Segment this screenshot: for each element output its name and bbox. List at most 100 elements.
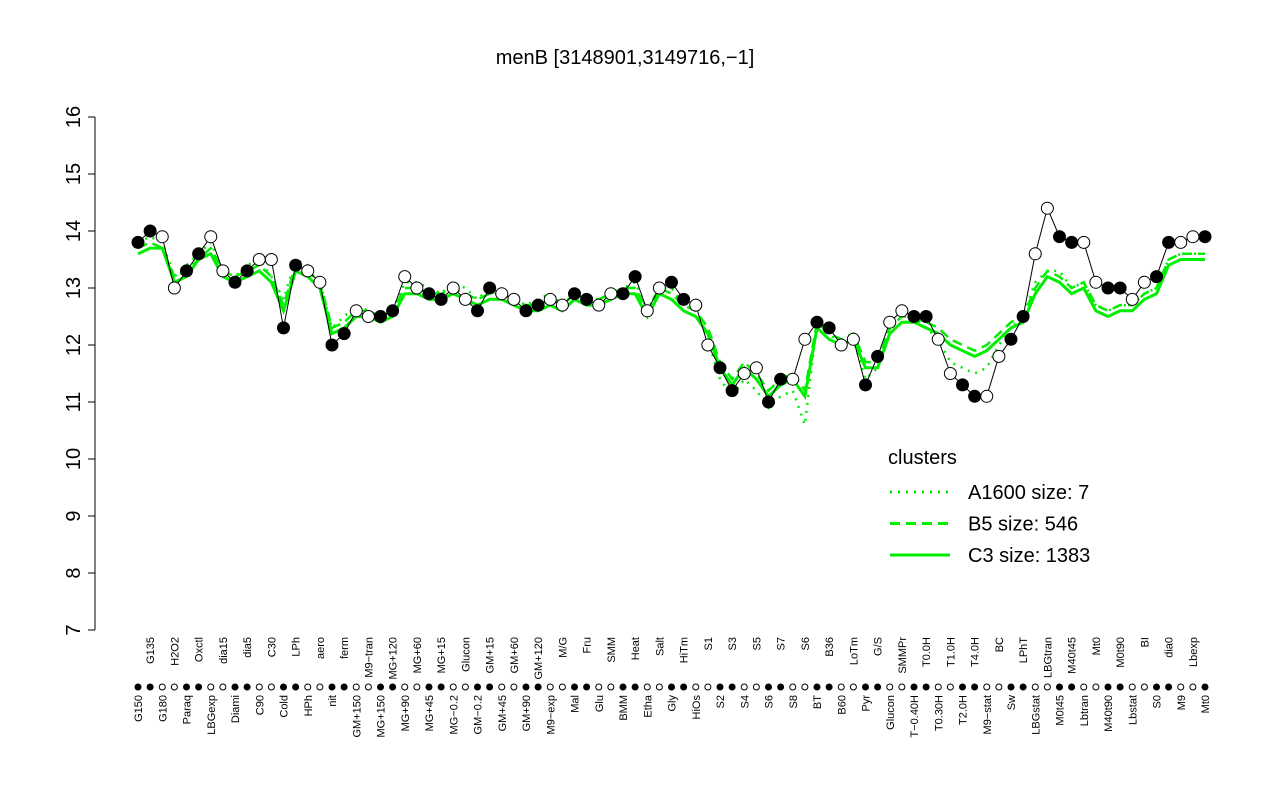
sample-point [907, 310, 921, 323]
rug-mark [668, 683, 675, 691]
x-tick-label: Mt0 [1091, 637, 1103, 655]
x-tick-label: T1.0H [945, 637, 957, 667]
rug-mark [328, 683, 336, 691]
rug-mark [849, 683, 857, 691]
rug-mark [231, 683, 239, 691]
sample-point [434, 292, 448, 306]
x-tick-label: B36 [824, 637, 836, 657]
rug-mark [922, 683, 930, 691]
x-tick-label: S2 [715, 695, 727, 708]
x-tick-label: Cold [279, 695, 291, 718]
rug-mark [510, 683, 518, 691]
sample-point [1016, 310, 1030, 323]
sample-point [1125, 292, 1139, 306]
rug-mark [389, 683, 397, 691]
rug-mark [643, 683, 651, 691]
x-tick-label: M9−stat [982, 695, 994, 734]
sample-point [725, 384, 739, 398]
rug-mark [571, 683, 578, 691]
y-tick-label: 9 [63, 510, 85, 521]
rug-mark [1189, 683, 1197, 691]
sample-point [834, 338, 848, 352]
sample-point [871, 349, 885, 363]
y-tick-label: 16 [63, 106, 85, 128]
y-tick-label: 12 [63, 334, 85, 356]
x-tick-label: S0 [1152, 695, 1164, 708]
x-tick-label: S5 [751, 637, 763, 650]
x-tick-label: M9 [1176, 695, 1188, 710]
rug-mark [583, 683, 591, 691]
rug-mark [170, 683, 178, 691]
x-tick-label: GM+120 [533, 637, 545, 680]
x-tick-label: M/G [557, 637, 569, 658]
sample-point [1053, 230, 1066, 244]
y-tick-label: 15 [63, 163, 85, 185]
x-tick-label: HiTm [679, 637, 691, 663]
legend-label: B5 size: 546 [968, 514, 1078, 536]
sample-point [301, 264, 315, 278]
x-tick-label: LBGexp [206, 695, 218, 735]
sample-point [774, 372, 788, 386]
rug-mark [1104, 683, 1112, 691]
sample-point [374, 310, 387, 323]
x-tick-label: Salt [654, 637, 666, 656]
x-tick-label: G150 [133, 695, 145, 722]
x-tick-label: BMM [618, 695, 630, 721]
y-tick-label: 14 [63, 220, 85, 242]
rug-mark [801, 683, 809, 691]
x-tick-label: T4.0H [970, 637, 982, 667]
rug-mark [158, 683, 166, 691]
rug-mark [765, 683, 772, 691]
rug-mark [449, 683, 457, 691]
rug-mark [716, 683, 724, 691]
sample-point [604, 287, 618, 301]
x-tick-label: S3 [727, 637, 739, 650]
sample-point [737, 367, 751, 380]
rug-mark [267, 683, 275, 691]
sample-point [762, 395, 775, 409]
x-tick-label: Lbtran [1079, 695, 1091, 726]
sample-point [277, 321, 290, 335]
rug-mark [1056, 683, 1063, 691]
rug-mark [898, 683, 906, 691]
sample-point [531, 298, 545, 312]
sample-point [1198, 230, 1212, 244]
rug-mark [1043, 683, 1051, 691]
sample-line [137, 206, 1205, 404]
sample-point [192, 247, 206, 261]
rug-mark [934, 683, 942, 691]
x-tick-label: S6 [800, 637, 812, 650]
sample-point [264, 253, 278, 266]
rug-mark [631, 683, 639, 691]
sample-point [216, 264, 230, 278]
rug-mark [292, 683, 300, 691]
sample-point [204, 230, 218, 244]
sample-point [1113, 281, 1127, 295]
x-tick-label: Lbstat [1127, 695, 1139, 725]
chart-title: menB [3148901,3149716,−1] [496, 47, 755, 69]
rug-mark [1140, 683, 1148, 691]
x-tick-label: M9−exp [545, 695, 557, 734]
sample-point [749, 361, 763, 375]
sample-point [410, 281, 424, 295]
x-tick-label: HPh [303, 695, 315, 716]
rug-mark [280, 683, 287, 691]
x-tick-label: T2.0H [958, 695, 970, 725]
x-tick-label: MG+120 [388, 637, 400, 680]
sample-point [1150, 270, 1163, 284]
y-tick-label: 10 [63, 448, 85, 470]
sample-point [386, 304, 400, 318]
sample-point [677, 292, 691, 306]
y-tick-label: 8 [63, 567, 85, 578]
x-tick-label: nit [327, 695, 339, 707]
x-tick-label: Sw [1006, 695, 1018, 710]
x-tick-label: GM−0.2 [473, 695, 485, 734]
x-tick-label: Glucon [460, 637, 472, 672]
sample-point [337, 327, 351, 341]
sample-point [1137, 275, 1151, 289]
rug-mark [910, 683, 918, 691]
rug-mark [425, 683, 433, 691]
rug-mark [1128, 683, 1136, 691]
